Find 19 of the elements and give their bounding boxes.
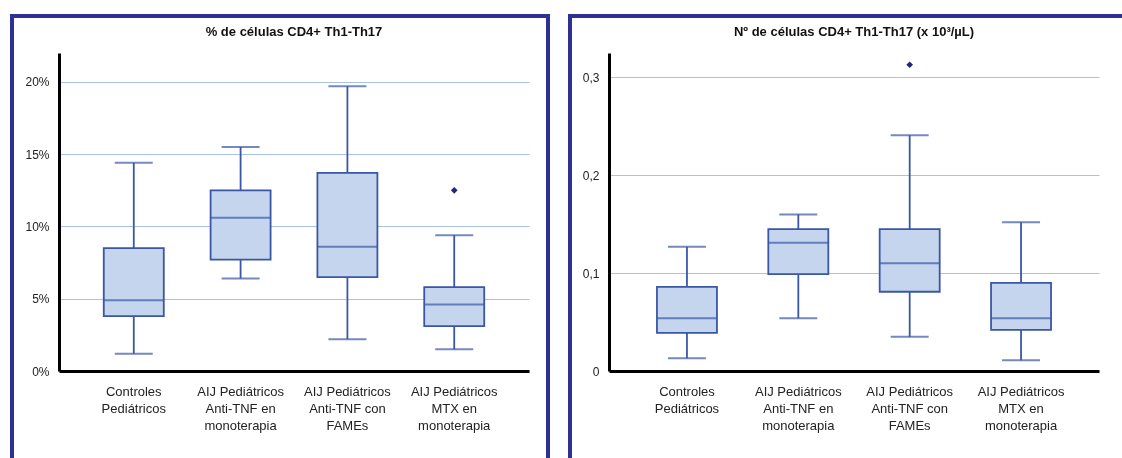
x-tick-label: AIJ Pediátricos MTX en monoterapia bbox=[410, 383, 499, 433]
y-tick-label: 0% bbox=[32, 364, 50, 379]
x-tick-label: AIJ Pediátricos Anti-TNF con FAMEs bbox=[304, 383, 392, 433]
y-tick-label: 5% bbox=[32, 292, 50, 307]
x-tick-label: AIJ Pediátricos Anti-TNF en monoterapia bbox=[754, 383, 843, 433]
y-tick-label: 0,1 bbox=[582, 266, 600, 281]
x-tick-label: Controles Pediátricos bbox=[101, 383, 167, 416]
x-tick-label: AIJ Pediátricos Anti-TNF con FAMEs bbox=[866, 383, 954, 433]
chart-title: Nº de células CD4+ Th1-Th17 (x 10³/µL) bbox=[733, 24, 975, 39]
y-tick-label: 15% bbox=[25, 147, 50, 162]
y-tick-label: 10% bbox=[25, 219, 50, 234]
x-tick-label: AIJ Pediátricos Anti-TNF en monoterapia bbox=[197, 383, 285, 433]
y-tick-label: 0,2 bbox=[582, 168, 600, 183]
y-tick-label: 20% bbox=[25, 75, 50, 90]
y-tick-label: 0,3 bbox=[582, 70, 600, 85]
y-tick-label: 0 bbox=[592, 364, 600, 379]
chart-title: % de células CD4+ Th1-Th17 bbox=[205, 24, 383, 39]
x-tick-label: Controles Pediátricos bbox=[654, 383, 720, 416]
x-tick-label: AIJ Pediátricos MTX en monoterapia bbox=[977, 383, 1065, 433]
